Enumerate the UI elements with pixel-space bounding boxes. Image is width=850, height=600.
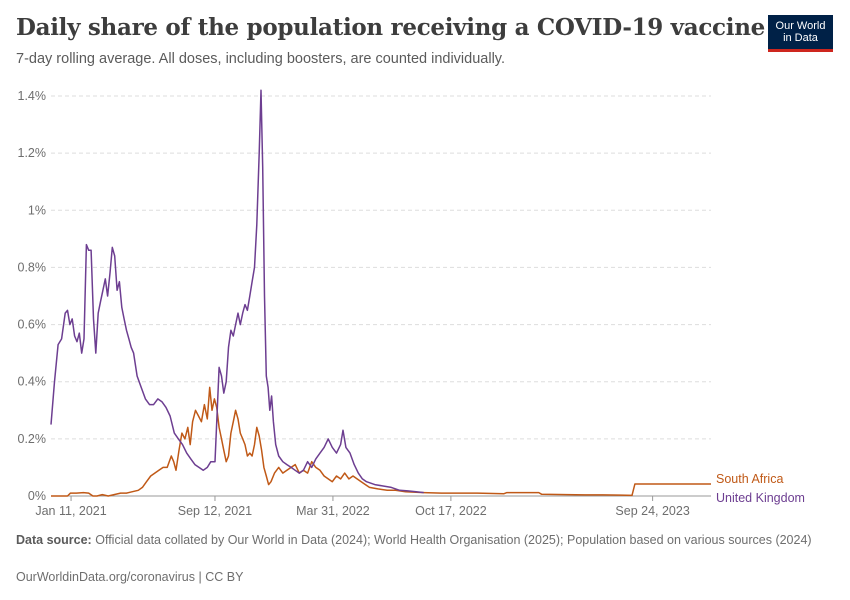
x-tick-label: Jan 11, 2021 [35, 504, 106, 518]
owid-logo[interactable]: Our World in Data [768, 15, 833, 52]
data-source-text: Official data collated by Our World in D… [95, 533, 812, 547]
series-line-united-kingdom [50, 89, 424, 494]
y-tick-label: 0.4% [18, 375, 47, 389]
y-tick-label: 0.2% [18, 432, 47, 446]
y-tick-label: 1.2% [18, 146, 47, 160]
license-link[interactable]: OurWorldinData.org/coronavirus | CC BY [16, 570, 244, 584]
x-tick-label: Sep 24, 2023 [615, 504, 689, 518]
line-chart: 0% 0.2% 0.4% 0.6% 0.8% 1% 1.2% 1.4% Jan 11, 2021… [18, 89, 805, 518]
x-tick-label: Oct 17, 2022 [415, 504, 487, 518]
y-tick-label: 1.4% [18, 89, 47, 103]
series-line-south-africa [51, 386, 711, 497]
x-tick-label: Mar 31, 2022 [296, 504, 370, 518]
logo-line-1: Our World [775, 20, 826, 32]
chart-title: Daily share of the population receiving … [16, 14, 831, 41]
chart-subtitle: 7-day rolling average. All doses, includ… [16, 51, 505, 67]
y-tick-label: 0.8% [18, 260, 47, 274]
data-source-label: Data source: [16, 533, 92, 547]
logo-line-2: in Data [783, 32, 818, 44]
legend-label-south-africa: South Africa [716, 472, 783, 486]
y-tick-label: 0.6% [18, 318, 47, 332]
data-source-note: Data source: Official data collated by O… [16, 533, 816, 548]
legend-label-united-kingdom: United Kingdom [716, 491, 805, 505]
x-tick-label: Sep 12, 2021 [178, 504, 252, 518]
y-tick-label: 0% [28, 489, 46, 503]
y-tick-label: 1% [28, 203, 46, 217]
